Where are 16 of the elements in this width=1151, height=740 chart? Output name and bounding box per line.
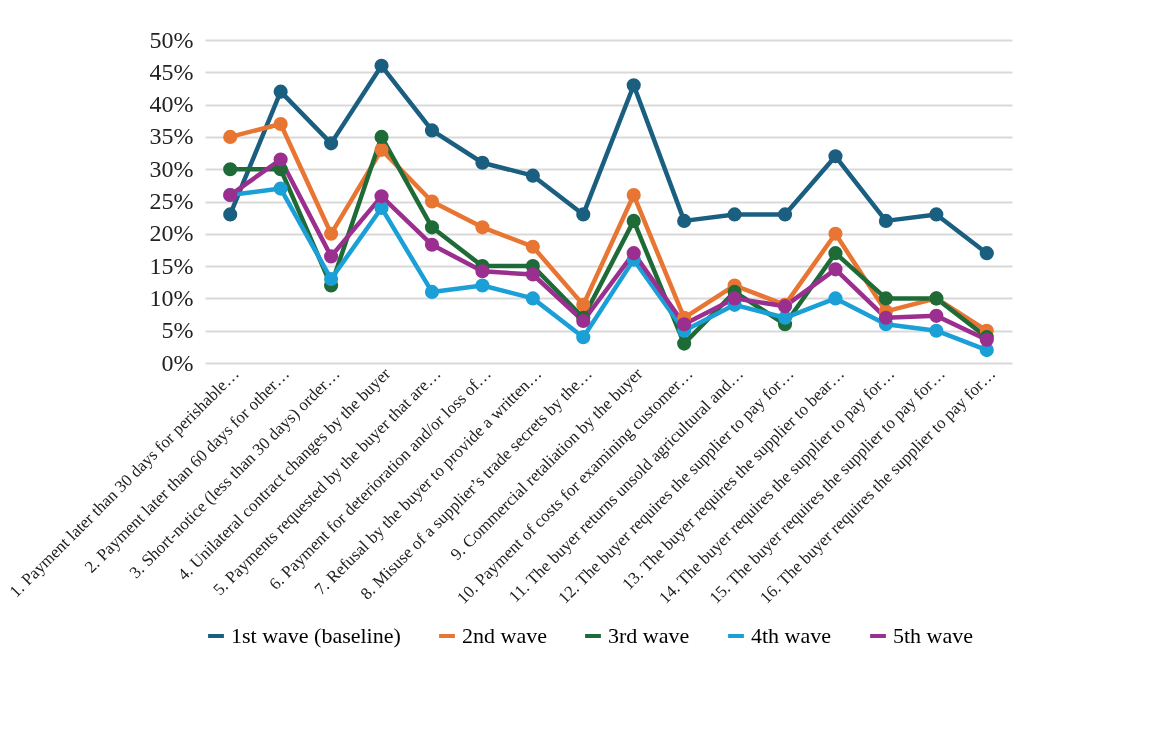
y-tick-label: 25% bbox=[149, 188, 194, 214]
legend-label: 3rd wave bbox=[608, 623, 690, 648]
y-tick-label: 45% bbox=[149, 58, 194, 85]
y-tick-label: 50% bbox=[149, 26, 194, 53]
y-tick-label: 30% bbox=[149, 155, 194, 182]
y-tick-label: 5% bbox=[161, 317, 194, 344]
legend-label: 4th wave bbox=[751, 623, 832, 648]
y-tick-label: 0% bbox=[161, 349, 194, 376]
y-tick-label: 15% bbox=[149, 252, 194, 279]
y-tick-label: 40% bbox=[149, 91, 194, 118]
y-tick-label: 10% bbox=[149, 284, 194, 311]
legend-label: 1st wave (baseline) bbox=[231, 623, 401, 648]
legend-label: 5th wave bbox=[893, 623, 974, 648]
y-tick-label: 20% bbox=[149, 220, 194, 247]
y-tick-label: 35% bbox=[149, 123, 194, 150]
legend-label: 2nd wave bbox=[462, 623, 547, 648]
